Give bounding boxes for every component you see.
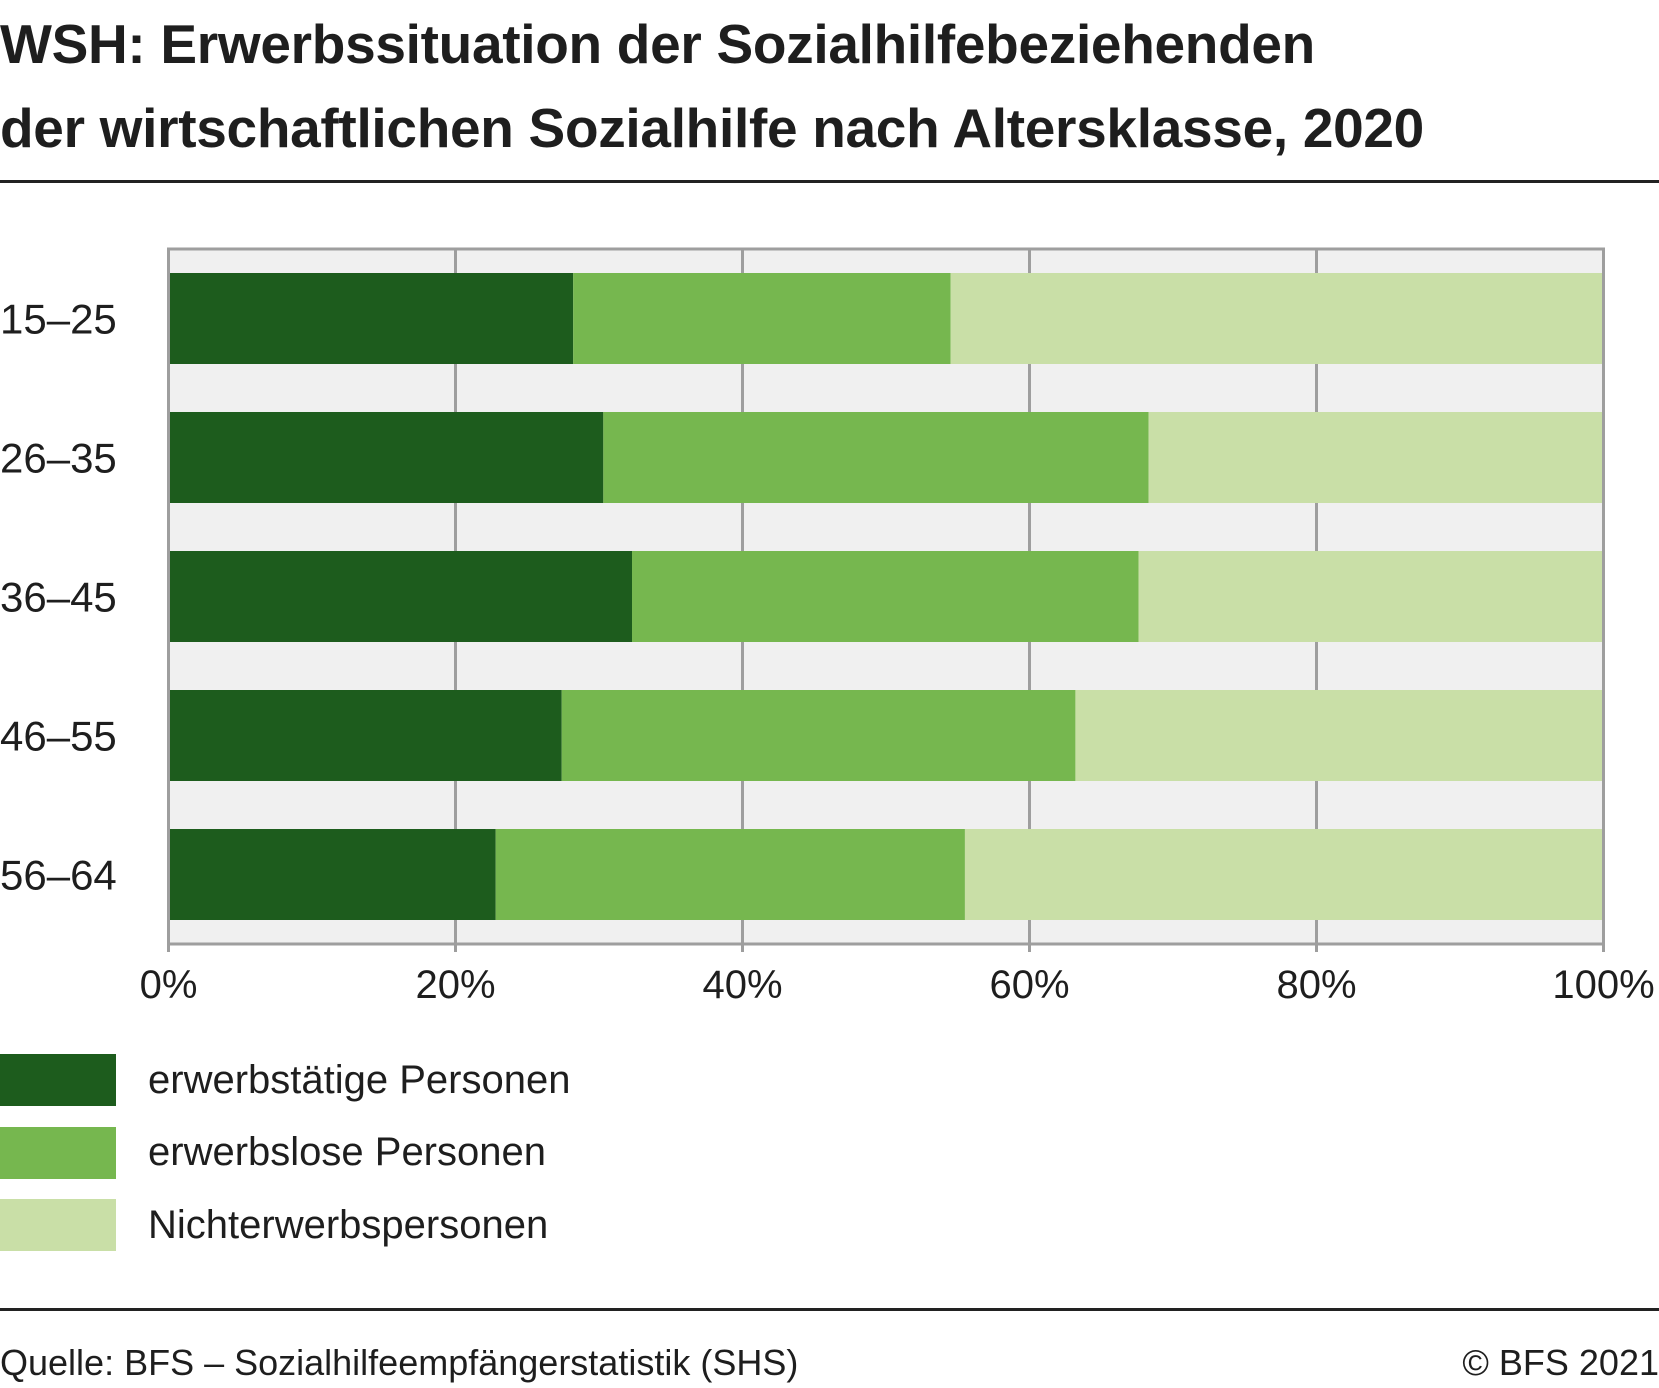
source-note: Quelle: BFS – Sozialhilfeempfängerstatis… (0, 1342, 799, 1383)
bar-segment-2 (561, 690, 1076, 781)
legend-item: erwerbslose Personen (0, 1126, 546, 1179)
bar-segment-3 (964, 829, 1604, 920)
plot-border (167, 247, 1605, 946)
chart-title-line-2: der wirtschaftlichen Sozialhilfe nach Al… (0, 97, 1424, 159)
bar-segment-2 (573, 273, 951, 364)
y-category-label: 46–55 (0, 713, 117, 760)
bar-segment-3 (1138, 551, 1604, 642)
legend-item: erwerbstätige Personen (0, 1054, 570, 1106)
bar-segment-1 (168, 551, 633, 642)
legend-label: erwerbstätige Personen (148, 1057, 571, 1102)
y-category-label: 26–35 (0, 435, 117, 482)
bar-segment-1 (168, 412, 604, 503)
legend-swatch (0, 1054, 116, 1106)
x-tick-label: 60% (989, 963, 1069, 1007)
legend-swatch (0, 1199, 116, 1251)
bar-segment-3 (950, 273, 1604, 364)
bar-chart: 0% 20% 40% 60% 80% 100% 15–25 26–35 36–45 46–55 56… (0, 247, 1655, 1007)
bar-segment-2 (603, 412, 1149, 503)
copyright: © BFS 2021 (1462, 1342, 1659, 1383)
y-category-label: 56–64 (0, 852, 117, 899)
bar-segment-2 (495, 829, 965, 920)
x-tick-label: 40% (702, 963, 782, 1007)
x-tick-label: 0% (140, 963, 198, 1007)
legend-label: erwerbslose Personen (148, 1130, 546, 1174)
legend-label: Nichterwerbspersonen (148, 1202, 549, 1247)
x-tick-label: 80% (1276, 963, 1356, 1007)
legend-item: Nichterwerbspersonen (0, 1199, 548, 1251)
x-tick-label: 100% (1552, 963, 1654, 1007)
y-category-label: 15–25 (0, 296, 117, 343)
footer-divider (0, 1308, 1659, 1311)
bar-segment-1 (168, 829, 496, 920)
bar-segment-3 (1148, 412, 1604, 503)
bar-segment-1 (168, 690, 562, 781)
title-divider (0, 180, 1659, 183)
legend-swatch (0, 1126, 116, 1179)
bar-segment-3 (1075, 690, 1604, 781)
y-category-label: 36–45 (0, 574, 117, 621)
bar-segment-2 (632, 551, 1139, 642)
chart-title-line-1: WSH: Erwerbssituation der Sozialhilfebez… (0, 13, 1315, 75)
bar-segment-1 (168, 273, 574, 364)
chart-title: WSH: Erwerbssituation der Sozialhilfebez… (0, 2, 1424, 170)
x-tick-label: 20% (415, 963, 495, 1007)
